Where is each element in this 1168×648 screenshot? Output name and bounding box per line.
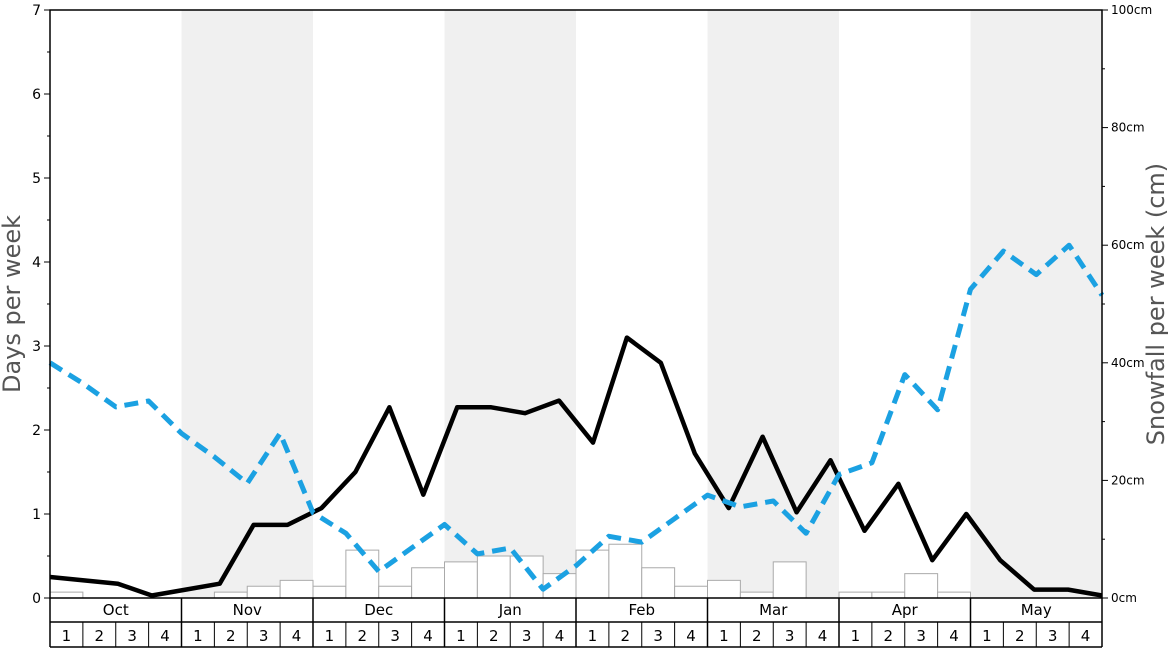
x-week-label: 4 [818,627,828,645]
x-week-label: 2 [358,627,368,645]
bar [246,585,281,599]
bar [49,591,84,599]
x-month-label: Jan [498,601,522,619]
month-bands [181,10,1102,598]
x-week-label: 1 [325,627,335,645]
bar [937,591,971,599]
x-week-label: 2 [1015,627,1025,645]
bar [378,585,413,599]
bar [509,555,544,599]
left-axis: 0 1 2 3 4 5 6 7 [32,3,50,607]
bar [904,573,939,599]
bar [279,579,314,599]
x-week-label: 3 [653,627,663,645]
x-week-label: 4 [686,627,696,645]
x-month-label: Oct [103,601,129,619]
x-week-label: 4 [160,627,170,645]
bar [608,543,643,599]
bar [739,591,774,599]
y-tick-label: 6 [32,87,41,103]
y-axis-title: Days per week [0,215,26,393]
bar [345,549,380,599]
x-month-label: Mar [759,601,788,619]
y2-tick-label: 80cm [1111,121,1145,135]
bar [772,561,807,599]
line-series [48,242,1105,598]
bar [444,561,478,599]
days-line [49,335,1103,598]
x-week-label: 1 [456,627,466,645]
x-week-label: 1 [719,627,729,645]
x-week-label: 2 [884,627,894,645]
bar-series [49,543,971,599]
y2-axis-title: Snowfall per week (cm) [1142,163,1168,445]
month-band [444,10,576,598]
y-tick-label: 0 [32,591,41,607]
bar [641,567,676,599]
x-week-label: 3 [916,627,926,645]
month-band [970,10,1102,598]
x-month-label: Dec [364,601,393,619]
x-week-label: 4 [1081,627,1091,645]
x-week-label: 2 [621,627,631,645]
bar [213,591,248,599]
x-week-label: 2 [95,627,105,645]
x-week-label: 4 [292,627,302,645]
x-week-label: 2 [489,627,499,645]
x-week-label: 4 [555,627,565,645]
bar [707,579,741,599]
x-week-label: 3 [522,627,532,645]
x-week-label: 1 [982,627,992,645]
x-month-label: Apr [892,601,919,619]
y-tick-label: 7 [32,3,41,19]
bar [476,555,511,599]
x-week-label: 3 [785,627,795,645]
y2-tick-label: 0cm [1111,591,1137,605]
bar [575,549,610,599]
x-week-label: 2 [226,627,236,645]
month-band [181,10,313,598]
x-axis-table: Oct 1 2 3 4 Nov 1 2 3 4 Dec 1 2 3 4 Jan 1 2 3 4 Feb 1 2 3 4 Mar 1 2… [49,598,1103,648]
x-week-label: 1 [193,627,203,645]
bar [871,591,906,599]
y-tick-label: 5 [32,171,41,187]
month-band [707,10,839,598]
x-week-label: 4 [423,627,433,645]
y-tick-label: 1 [32,507,41,523]
x-month-label: Nov [233,601,262,619]
bar [674,585,708,599]
y2-tick-label: 20cm [1111,473,1145,487]
bar [312,585,347,599]
x-week-label: 3 [1048,627,1058,645]
x-week-label: 2 [752,627,762,645]
bar [838,591,873,599]
x-week-label: 3 [127,627,137,645]
x-week-label: 4 [949,627,959,645]
x-week-label: 1 [851,627,861,645]
x-month-label: May [1021,601,1052,619]
snowfall-line [48,242,1105,592]
x-week-label: 1 [62,627,72,645]
y2-tick-label: 40cm [1111,356,1145,370]
y2-tick-label: 100cm [1111,3,1152,17]
y2-tick-label: 60cm [1111,238,1145,252]
x-week-label: 3 [259,627,269,645]
y-tick-label: 2 [32,423,41,439]
right-axis: 0cm 20cm 40cm 60cm 80cm 100cm [1102,3,1152,605]
y-tick-label: 4 [32,255,41,271]
bar [411,567,445,599]
x-week-label: 3 [390,627,400,645]
y-tick-label: 3 [32,339,41,355]
x-month-label: Feb [628,601,655,619]
x-week-label: 1 [588,627,598,645]
